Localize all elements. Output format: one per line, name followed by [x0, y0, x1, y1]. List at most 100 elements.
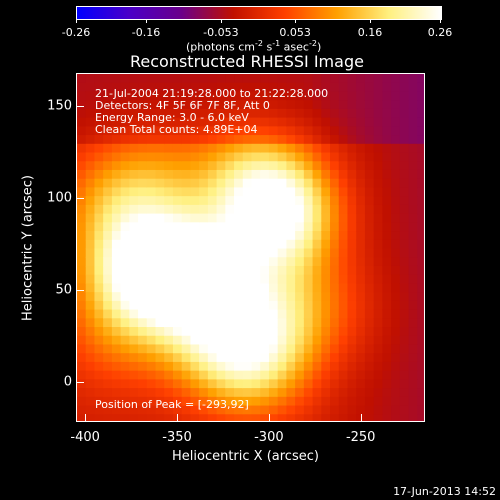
heatmap-cell: [391, 318, 401, 328]
heatmap-cell: [364, 222, 375, 232]
heatmap-cell: [85, 414, 96, 421]
heatmap-cell: [286, 414, 296, 421]
heatmap-cell: [85, 309, 96, 319]
heatmap-cell: [94, 196, 104, 206]
heatmap-cell: [303, 169, 314, 180]
heatmap-cell: [382, 91, 392, 101]
heatmap-cell: [356, 231, 366, 241]
heatmap-cell: [111, 196, 122, 206]
heatmap-cell: [260, 213, 270, 223]
y-tick-label: 100: [47, 190, 72, 206]
heatmap-cell: [120, 405, 130, 415]
heatmap-cell: [268, 74, 279, 84]
heatmap-cell: [103, 388, 113, 398]
heatmap-cell: [391, 327, 401, 337]
x-tick-label: -350: [162, 430, 192, 445]
heatmap-cell: [303, 388, 314, 398]
heatmap-cell: [164, 292, 174, 302]
heatmap-cell: [251, 126, 261, 136]
heatmap-cell: [190, 187, 200, 197]
heatmap-cell: [225, 405, 235, 415]
heatmap-cell: [321, 91, 331, 101]
heatmap-cell: [399, 396, 410, 407]
heatmap-cell: [338, 318, 349, 328]
heatmap-cell: [242, 414, 253, 421]
heatmap-cell: [382, 196, 392, 206]
heatmap-cell: [399, 318, 410, 328]
heatmap-cell: [303, 405, 314, 415]
heatmap-cell: [295, 292, 305, 302]
heatmap-cell: [277, 204, 287, 215]
heatmap-cell: [111, 361, 122, 372]
heatmap-cell: [146, 239, 157, 250]
heatmap-cell: [234, 335, 244, 346]
heatmap-cell: [295, 327, 305, 337]
heatmap-cell: [330, 318, 340, 328]
heatmap-cell: [234, 135, 244, 145]
heatmap-cell: [111, 187, 122, 197]
heatmap-cell: [338, 274, 349, 284]
heatmap-cell: [260, 370, 270, 380]
heatmap-cell: [373, 231, 383, 241]
heatmap-cell: [94, 361, 104, 372]
heatmap-cell: [77, 213, 87, 223]
heatmap-cell: [312, 117, 322, 127]
heatmap-cell: [216, 135, 226, 145]
heatmap-cell: [382, 257, 392, 267]
heatmap-cell: [373, 388, 383, 398]
heatmap-cell: [373, 283, 383, 293]
heatmap-cell: [330, 327, 340, 337]
heatmap-cell: [277, 135, 287, 145]
heatmap-cell: [94, 169, 104, 180]
heatmap-cell: [286, 379, 296, 389]
heatmap-cell: [164, 248, 174, 258]
heatmap-cell: [155, 283, 165, 293]
heatmap-cell: [338, 248, 349, 258]
heatmap-cell: [234, 257, 244, 267]
heatmap-cell: [85, 335, 96, 346]
heatmap-cell: [286, 327, 296, 337]
heatmap-cell: [373, 274, 383, 284]
heatmap-cell: [356, 405, 366, 415]
heatmap-cell: [111, 143, 122, 154]
heatmap-cell: [303, 161, 314, 171]
heatmap-cell: [312, 361, 322, 372]
heatmap-cell: [77, 361, 87, 372]
heatmap-cell: [77, 300, 87, 311]
heatmap-cell: [103, 239, 113, 250]
heatmap-cell: [129, 108, 139, 119]
heatmap-cell: [286, 82, 296, 93]
heatmap-cell: [251, 353, 261, 363]
heatmap-cell: [303, 283, 314, 293]
heatmap-cell: [242, 239, 253, 250]
heatmap-cell: [347, 327, 357, 337]
heatmap-cell: [277, 126, 287, 136]
heatmap-cell: [216, 178, 226, 189]
heatmap-cell: [120, 213, 130, 223]
heatmap-cell: [330, 196, 340, 206]
heatmap-cell: [111, 257, 122, 267]
heatmap-cell: [172, 292, 183, 302]
heatmap-cell: [155, 91, 165, 101]
heatmap-cell: [382, 309, 392, 319]
heatmap-cell: [286, 335, 296, 346]
heatmap-cell: [225, 117, 235, 127]
heatmap-cell: [146, 327, 157, 337]
heatmap-cell: [172, 204, 183, 215]
heatmap-cell: [225, 196, 235, 206]
heatmap-cell: [382, 283, 392, 293]
heatmap-cell: [251, 152, 261, 162]
heatmap-cell: [146, 405, 157, 415]
heatmap-cell: [295, 239, 305, 250]
heatmap-cell: [347, 117, 357, 127]
heatmap-cell: [181, 222, 192, 232]
heatmap-cell: [216, 257, 226, 267]
heatmap-cell: [172, 257, 183, 267]
heatmap-cell: [129, 353, 139, 363]
heatmap-cell: [138, 361, 148, 372]
heatmap-cell: [399, 344, 410, 354]
heatmap-cell: [338, 108, 349, 119]
heatmap-cell: [155, 135, 165, 145]
heatmap-cell: [391, 143, 401, 154]
heatmap-cell: [172, 187, 183, 197]
